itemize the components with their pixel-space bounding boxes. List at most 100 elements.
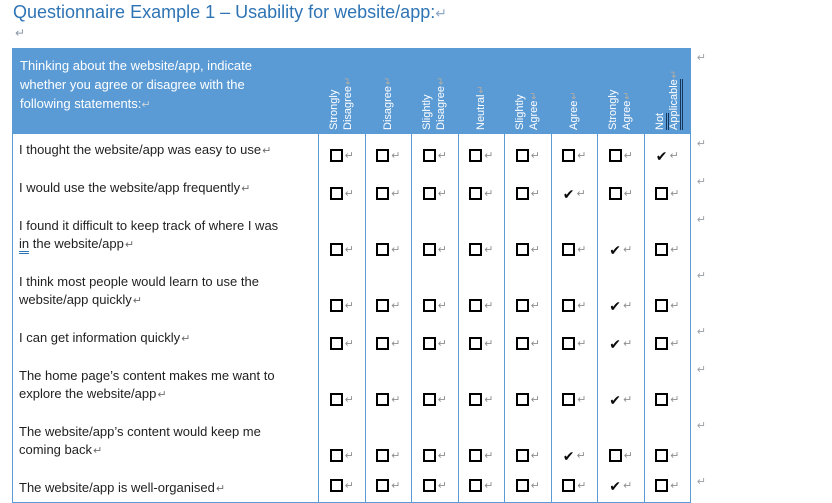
empty-checkbox-icon [329,299,343,312]
checkbox-cell-neutral[interactable]: ↵ [457,360,505,416]
checkbox-cell-strongly-disagree[interactable]: ↵ [318,322,365,360]
empty-checkbox-icon [562,479,576,492]
checkbox-cell-slightly-disagree[interactable]: ↵ [411,360,458,416]
checkbox-cell-disagree[interactable]: ↵ [364,322,412,360]
checkbox-cell-not-applicable[interactable]: ↵ [643,322,691,360]
checkbox-cell-disagree[interactable]: ↵ [364,472,412,502]
checkbox-cell-not-applicable[interactable]: ✔ ↵ [643,134,691,172]
paragraph-mark-icon: ↵ [568,91,580,100]
checkbox-cell-slightly-agree[interactable]: ↵ [504,266,551,322]
checkbox-cell-not-applicable[interactable]: ↵ [643,210,691,266]
checkbox-cell-slightly-disagree[interactable]: ↵ [411,472,458,502]
checkbox-cell-not-applicable[interactable]: ↵ [643,472,691,502]
checkbox-cell-disagree[interactable]: ↵ [364,416,412,472]
checkbox-cell-agree[interactable]: ✔ ↵ [550,416,598,472]
checkbox-cell-agree[interactable]: ↵ [550,360,598,416]
checkbox-cell-slightly-disagree[interactable]: ↵ [411,172,458,210]
checkbox-cell-slightly-disagree[interactable]: ↵ [411,210,458,266]
questionnaire-table: Thinking about the website/app, indicate… [12,48,706,503]
checkbox-cell-agree[interactable]: ↵ [550,266,598,322]
empty-checkbox-icon [469,149,483,162]
checked-mark-icon: ✔ [609,478,621,494]
checkbox-cell-neutral[interactable]: ↵ [457,472,505,502]
checkbox-cell-slightly-agree[interactable]: ↵ [504,172,551,210]
empty-checkbox-icon [655,449,669,462]
table-body: I thought the website/app was easy to us… [13,134,706,502]
checkbox-cell-slightly-agree[interactable]: ↵ [504,472,551,502]
statement-text: I would use the website/app frequently↵ [19,180,251,195]
paragraph-mark-icon: ↵ [157,389,167,401]
paragraph-mark-icon: ↵ [668,69,680,79]
checked-mark-icon: ✔ [609,336,621,352]
checkbox-cell-strongly-agree[interactable]: ↵ [597,416,644,472]
checkbox-cell-strongly-disagree[interactable]: ↵ [318,472,365,502]
rotated-column-label: Slightly Disagree↵ [420,50,448,130]
empty-checkbox-icon [376,449,390,462]
checkbox-cell-slightly-disagree[interactable]: ↵ [411,322,458,360]
rotated-column-label: Not Applicable↵ [653,50,683,130]
checkbox-cell-agree[interactable]: ✔ ↵ [550,172,598,210]
statement-text: I can get information quickly↵ [19,330,191,345]
checkbox-cell-agree[interactable]: ↵ [550,472,598,502]
paragraph-mark-icon: ↵ [623,244,633,256]
checkbox-cell-strongly-disagree[interactable]: ↵ [318,416,365,472]
checkbox-cell-strongly-disagree[interactable]: ↵ [318,266,365,322]
checkbox-cell-strongly-agree[interactable]: ✔ ↵ [597,322,644,360]
checkbox-cell-neutral[interactable]: ↵ [457,416,505,472]
empty-checkbox-icon [376,393,390,406]
checkbox-cell-slightly-disagree[interactable]: ↵ [411,134,458,172]
checkbox-cell-strongly-disagree[interactable]: ↵ [318,172,365,210]
checkbox-cell-strongly-agree[interactable]: ✔ ↵ [597,472,644,502]
empty-checkbox-icon [515,449,529,462]
paragraph-mark-icon: ↵ [181,333,191,345]
checkbox-cell-disagree[interactable]: ↵ [364,210,412,266]
checkbox-cell-strongly-agree[interactable]: ↵ [597,172,644,210]
checkbox-cell-disagree[interactable]: ↵ [364,134,412,172]
checkbox-cell-slightly-disagree[interactable]: ↵ [411,266,458,322]
checkbox-cell-agree[interactable]: ↵ [550,134,598,172]
checkbox-cell-strongly-agree[interactable]: ✔ ↵ [597,266,644,322]
checkbox-cell-not-applicable[interactable]: ↵ [643,360,691,416]
checkbox-cell-slightly-agree[interactable]: ↵ [504,360,551,416]
checkbox-cell-strongly-disagree[interactable]: ↵ [318,360,365,416]
checkbox-cell-strongly-agree[interactable]: ✔ ↵ [597,360,644,416]
checkbox-cell-slightly-agree[interactable]: ↵ [504,210,551,266]
paragraph-mark-icon: ↵ [623,150,633,162]
paragraph-mark-icon: ↵ [623,480,633,492]
paragraph-mark-icon: ↵ [92,445,103,457]
checkbox-cell-not-applicable[interactable]: ↵ [643,172,691,210]
checkbox-cell-strongly-agree[interactable]: ↵ [597,134,644,172]
checkbox-cell-neutral[interactable]: ↵ [457,172,505,210]
checkbox-cell-disagree[interactable]: ↵ [364,360,412,416]
checked-mark-icon: ✔ [562,186,575,202]
checkbox-cell-strongly-disagree[interactable]: ↵ [318,134,365,172]
empty-checkbox-icon [376,243,390,256]
paragraph-mark-icon: ↵ [577,338,587,350]
paragraph-mark-icon: ↵ [391,300,401,312]
checkbox-cell-slightly-agree[interactable]: ↵ [504,416,551,472]
checkbox-cell-neutral[interactable]: ↵ [457,266,505,322]
checkbox-cell-slightly-agree[interactable]: ↵ [504,134,551,172]
statement-text: The website/app is well-organised↵ [19,480,226,495]
checkbox-cell-agree[interactable]: ↵ [550,210,598,266]
paragraph-mark-icon: ↵ [437,244,447,256]
checkbox-cell-strongly-agree[interactable]: ✔ ↵ [597,210,644,266]
empty-checkbox-icon [422,187,436,200]
checkbox-cell-not-applicable[interactable]: ↵ [643,266,691,322]
checkbox-cell-disagree[interactable]: ↵ [364,266,412,322]
checkbox-cell-not-applicable[interactable]: ↵ [643,416,691,472]
paragraph-mark-icon: ↵ [484,244,494,256]
paragraph-mark-icon: ↵ [435,5,447,21]
checkbox-cell-neutral[interactable]: ↵ [457,210,505,266]
paragraph-mark-icon: ↵ [344,394,354,406]
checkbox-cell-slightly-disagree[interactable]: ↵ [411,416,458,472]
checkbox-cell-neutral[interactable]: ↵ [457,322,505,360]
empty-checkbox-icon [655,337,669,350]
empty-checkbox-icon [469,479,483,492]
checkbox-cell-strongly-disagree[interactable]: ↵ [318,210,365,266]
checkbox-cell-agree[interactable]: ↵ [550,322,598,360]
header-statement: Thinking about the website/app, indicate… [13,49,318,134]
checkbox-cell-disagree[interactable]: ↵ [364,172,412,210]
checkbox-cell-slightly-agree[interactable]: ↵ [504,322,551,360]
checkbox-cell-neutral[interactable]: ↵ [457,134,505,172]
